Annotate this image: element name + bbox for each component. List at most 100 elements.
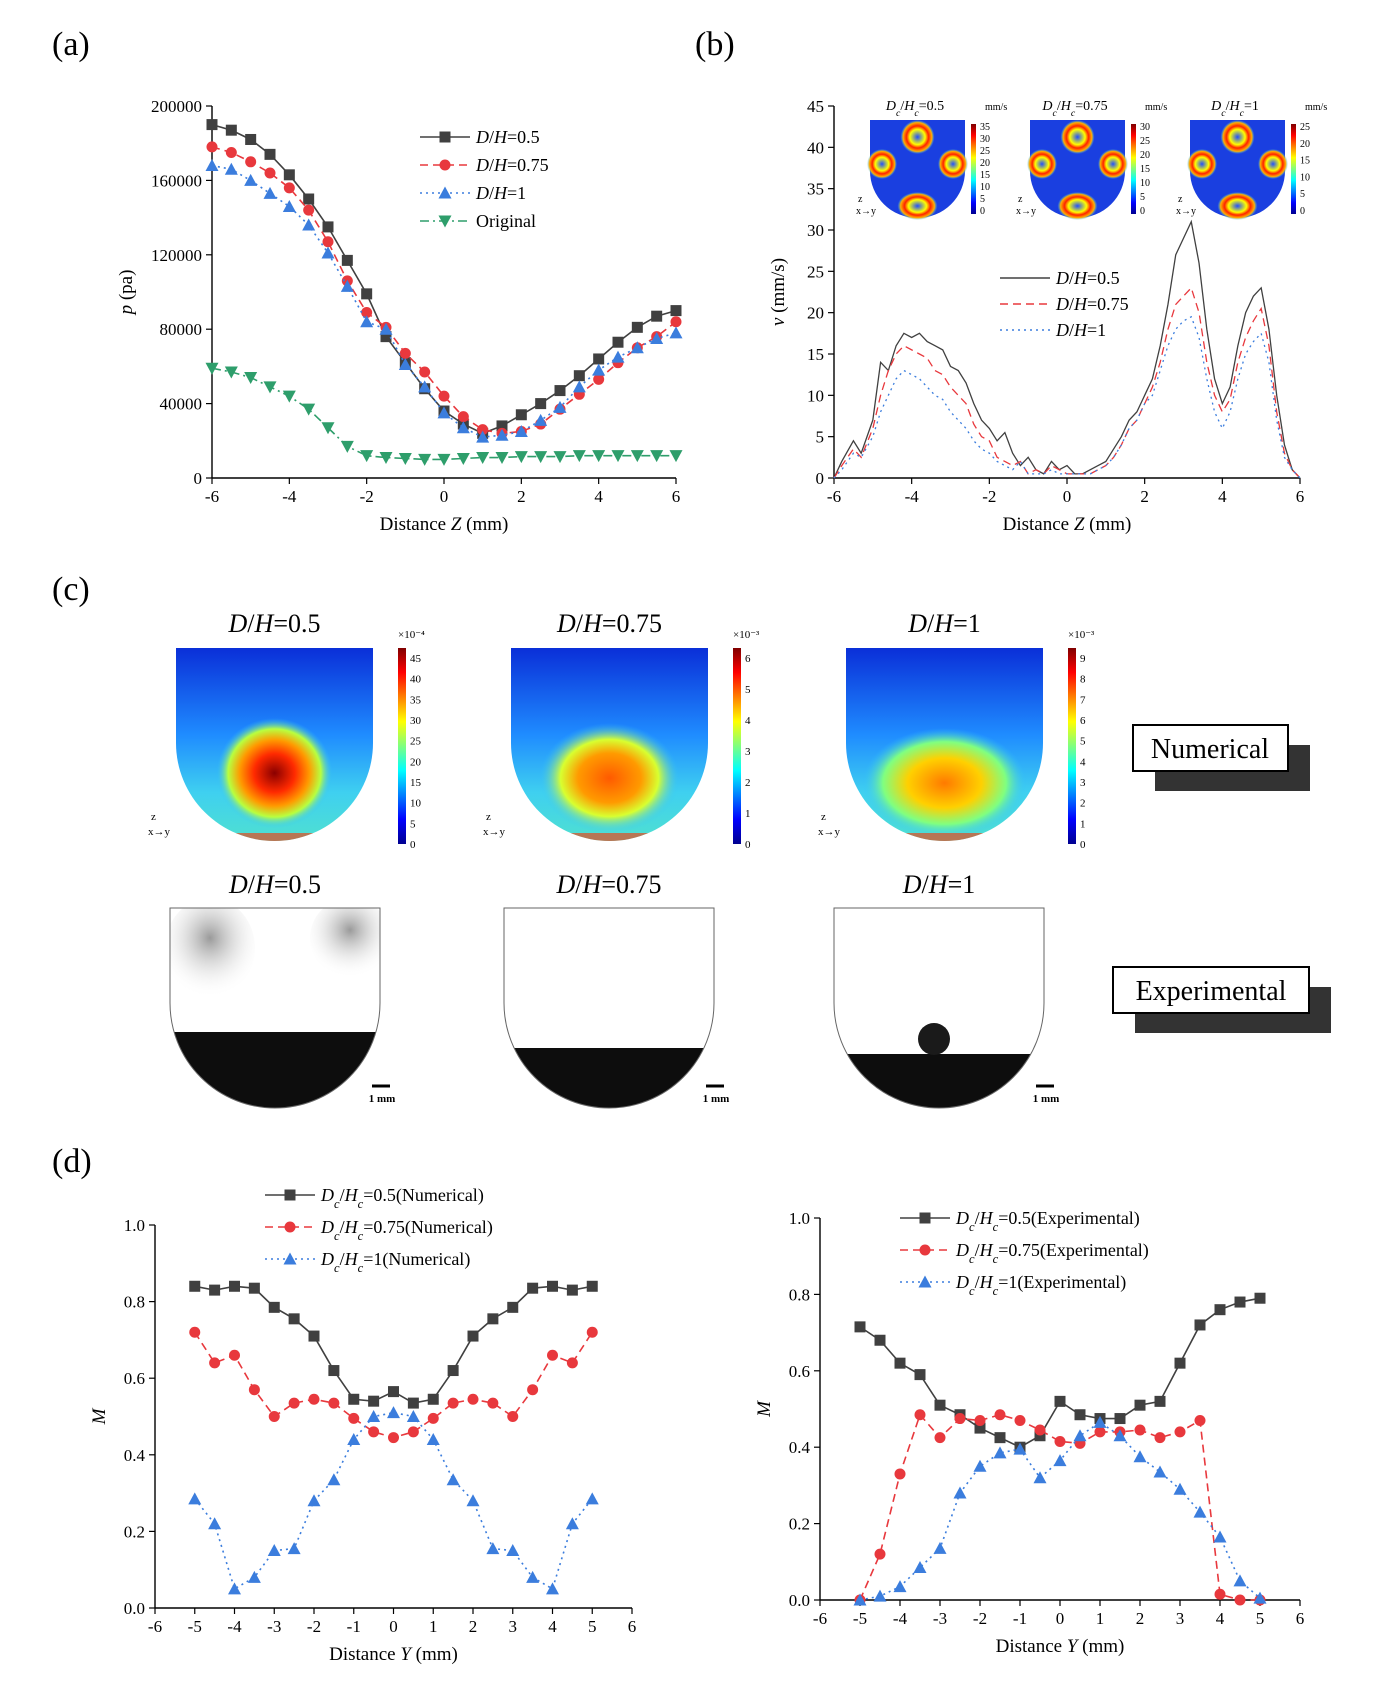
velocity-field-insets: Dc/Hc=0.5 mm/s35302520151050zx→yDc/Hc=0.7… <box>856 99 1327 220</box>
series-line <box>211 123 677 435</box>
x-tick-label: 4 <box>594 487 603 506</box>
data-point <box>651 310 663 322</box>
chart-d-experimental: -6 -5 -4 -3 -2 -1 0 1 2 3 4 5 6 0.0 0.2 0.4 0.6 0.8 1.0 Dis… <box>754 1208 1304 1657</box>
map-colorbar-tick: 1 <box>745 808 751 820</box>
data-point <box>328 1365 340 1377</box>
data-point <box>1194 1414 1206 1426</box>
vortex-bottom <box>1217 192 1258 220</box>
data-point <box>650 332 664 344</box>
data-point <box>466 1494 480 1507</box>
legend-marker <box>918 1275 932 1288</box>
data-point <box>566 1284 578 1296</box>
data-point <box>477 424 489 436</box>
data-point <box>1093 1415 1107 1428</box>
data-point <box>974 1414 986 1426</box>
data-point <box>1133 1450 1147 1463</box>
data-point <box>547 1349 558 1361</box>
map-colorbar-tick: 6 <box>1080 715 1086 727</box>
data-point <box>873 1589 887 1602</box>
data-point <box>287 1542 301 1555</box>
legend-marker <box>284 1221 296 1233</box>
legend: D/H=0.5 D/H=0.75 D/H=1 Original <box>420 127 549 231</box>
data-point <box>495 428 509 441</box>
map-colorbar-tick: 0 <box>745 839 751 851</box>
data-point <box>507 1301 519 1313</box>
plume <box>918 1023 950 1055</box>
legend-marker <box>439 159 451 171</box>
data-point <box>914 1369 926 1381</box>
data-point <box>934 1399 946 1411</box>
data-point <box>1073 1429 1087 1442</box>
data-point <box>476 452 490 465</box>
map-wall <box>511 833 708 841</box>
x-tick-label: -5 <box>188 1617 202 1636</box>
data-point <box>1214 1588 1226 1600</box>
series-2 <box>205 159 683 443</box>
map-colorbar <box>1068 648 1076 844</box>
map-colorbar-tick: 35 <box>410 694 422 706</box>
map-colorbar <box>398 648 406 844</box>
data-point <box>368 1395 380 1407</box>
data-point <box>224 162 238 175</box>
map-colorbar-exponent: ×10⁻³ <box>1068 629 1095 641</box>
y-tick-label: 1.0 <box>124 1216 145 1235</box>
map-axis-xy: x→y <box>483 826 506 838</box>
data-point <box>1253 1591 1267 1604</box>
map-colorbar-tick: 5 <box>1080 736 1086 748</box>
data-point <box>566 1357 578 1369</box>
data-point <box>340 279 354 292</box>
data-point <box>303 204 315 216</box>
x-tick-label: 6 <box>628 1617 637 1636</box>
data-point <box>586 1326 598 1338</box>
legend-marker <box>919 1212 931 1224</box>
y-tick-label: 0.4 <box>789 1438 811 1457</box>
y-tick-label: 200000 <box>151 97 202 116</box>
y-tick-label: 0 <box>194 469 203 488</box>
legend-label: D/H=0.5 <box>475 127 540 147</box>
map-colorbar-tick: 30 <box>410 715 422 727</box>
inset-colorbar-tick: 0 <box>980 206 985 217</box>
data-point <box>467 1330 479 1342</box>
data-point <box>1174 1357 1186 1369</box>
map-axis-z: z <box>821 811 826 823</box>
legend-marker <box>919 1244 931 1256</box>
series-line <box>833 219 1301 479</box>
y-tick-label: 15 <box>807 345 824 364</box>
data-point <box>874 1334 886 1346</box>
inset-title: Dc/Hc=0.75 <box>1041 99 1107 119</box>
data-point <box>514 425 528 437</box>
series-2 <box>188 1406 599 1595</box>
vortex-bottom <box>897 192 938 220</box>
series-line <box>194 1411 593 1591</box>
x-tick-label: -4 <box>227 1617 242 1636</box>
data-point <box>1113 1429 1127 1442</box>
x-tick-label: -6 <box>813 1609 827 1628</box>
y-axis-label: v (mm/s) <box>768 258 789 326</box>
numerical-maps: D/H=0.5 ×10⁻⁴454035302520151050zx→yD/H=0.… <box>148 609 1095 851</box>
data-point <box>361 306 373 318</box>
vortex-bottom <box>1057 192 1098 220</box>
data-point <box>398 452 412 465</box>
data-point <box>209 1357 221 1369</box>
data-point <box>360 450 374 463</box>
data-point <box>447 1365 459 1377</box>
map-colorbar-tick: 1 <box>1080 818 1086 830</box>
data-point <box>406 1410 420 1422</box>
panel-label-d: (d) <box>52 1143 92 1180</box>
x-tick-label: -2 <box>360 487 374 506</box>
data-point <box>398 358 412 371</box>
y-tick-label: 30 <box>807 221 824 240</box>
data-point <box>209 1284 221 1296</box>
x-tick-label: -2 <box>982 487 996 506</box>
y-tick-label: 25 <box>807 262 824 281</box>
legend-label: Dc/Hc=0.75(Numerical) <box>320 1217 493 1243</box>
map-title: D/H=0.75 <box>556 609 662 638</box>
data-point <box>631 321 643 333</box>
y-tick-label: 45 <box>807 97 824 116</box>
map-colorbar-tick: 25 <box>410 736 422 748</box>
x-tick-label: 5 <box>588 1617 597 1636</box>
data-point <box>1074 1409 1086 1421</box>
data-point <box>854 1321 866 1333</box>
data-point <box>534 451 548 464</box>
series-0 <box>854 1292 1266 1453</box>
